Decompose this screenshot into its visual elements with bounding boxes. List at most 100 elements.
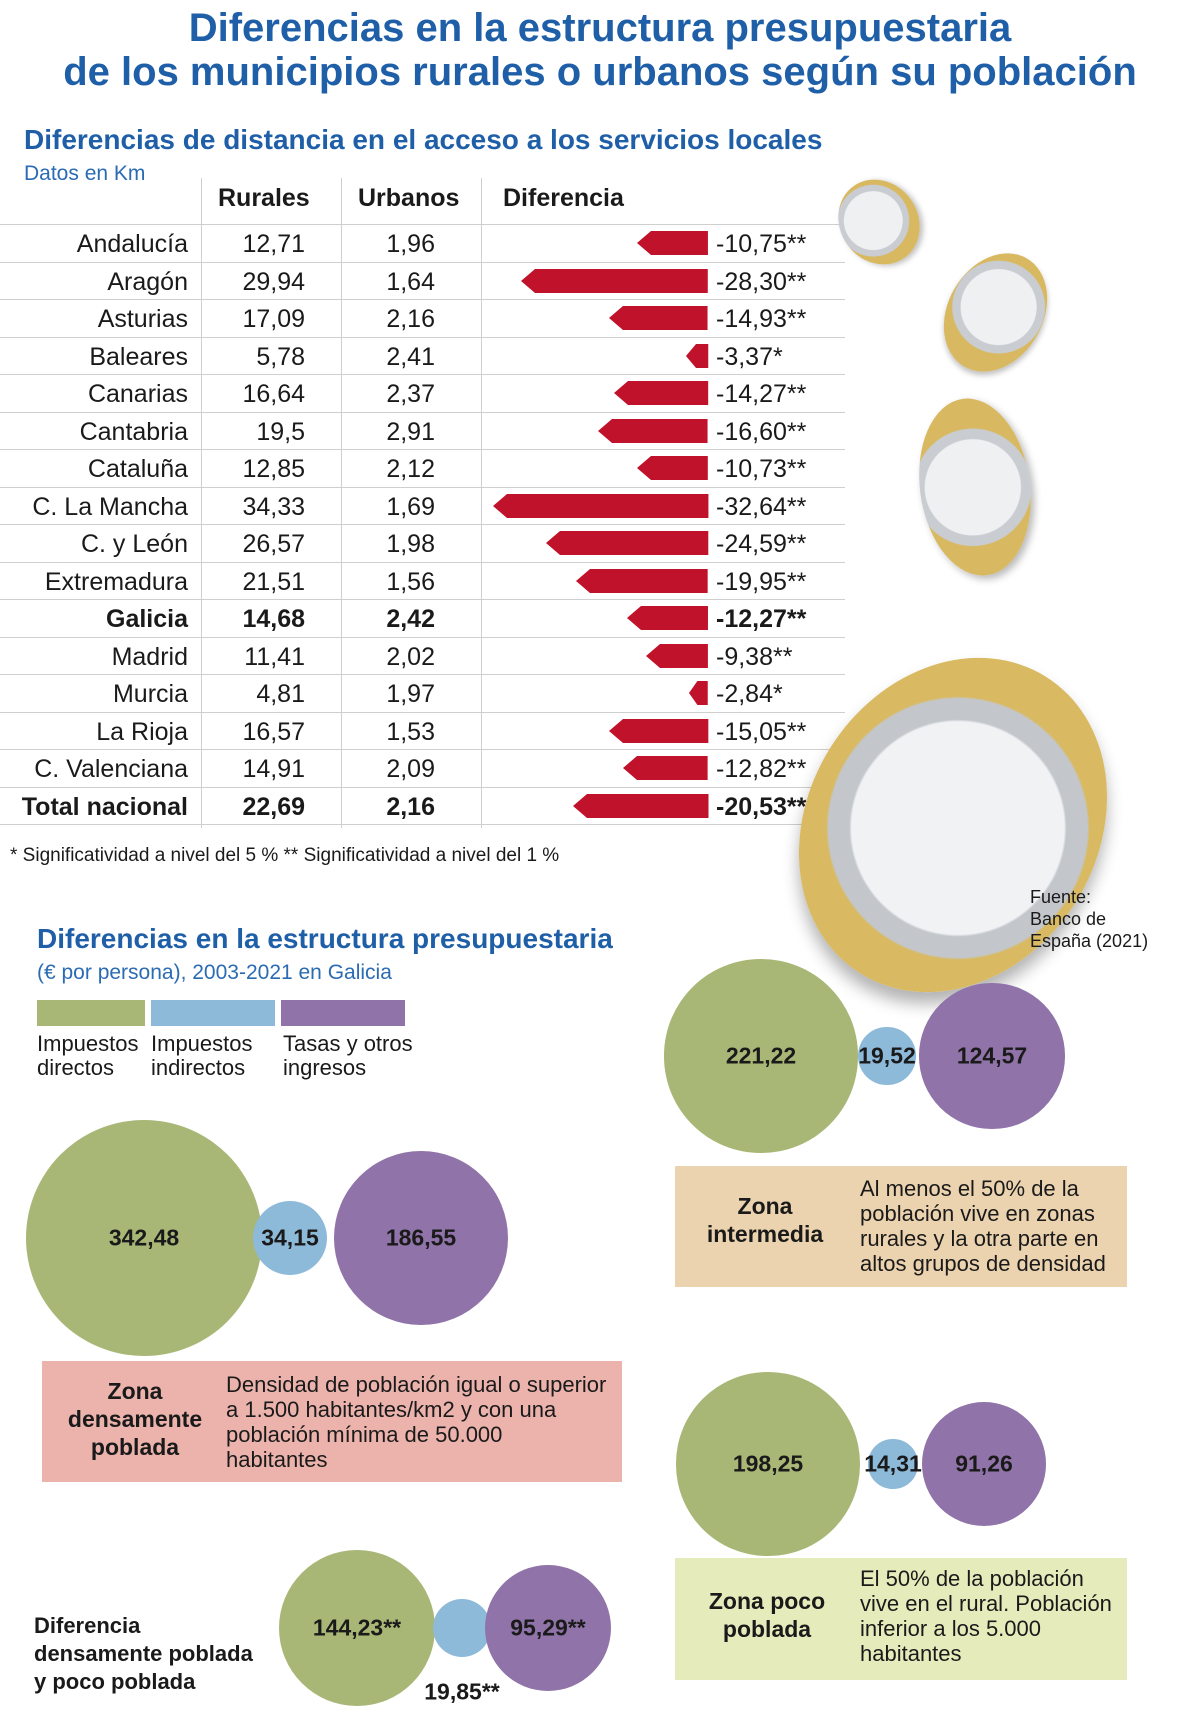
zone-densa-box	[42, 1361, 622, 1482]
zone-intermedia-desc: Al menos el 50% de la población vive en …	[860, 1176, 1106, 1276]
table-row: C. La Mancha 34,33 1,69 -32,64**	[0, 487, 845, 524]
rurales-value: 16,64	[242, 380, 305, 408]
table-row: Cantabria 19,5 2,91 -16,60**	[0, 412, 845, 449]
bubble-impuestos-directos	[278, 1549, 436, 1707]
diferencia-bar-shape	[521, 268, 708, 293]
rurales-value: 16,57	[242, 717, 305, 746]
region-label: C. Valenciana	[34, 755, 188, 783]
region-label: Asturias	[97, 305, 188, 333]
coin-icon	[923, 234, 1068, 391]
bubble-impuestos-indirectos	[252, 1200, 328, 1276]
table-rule	[0, 449, 845, 450]
section2-title: Diferencias en la estructura presupuesta…	[37, 923, 613, 954]
rurales-value: 5,78	[256, 342, 305, 371]
diferencia-bar-shape	[492, 493, 708, 518]
table-row: Andalucía 12,71 1,96 -10,75**	[0, 224, 845, 261]
rurales-value: 11,41	[244, 642, 305, 671]
diferencia-bar	[646, 643, 708, 668]
table-rule	[0, 561, 845, 563]
urbanos-value: 2,12	[386, 455, 435, 483]
urbanos-value: 2,42	[386, 605, 435, 633]
zone-intermedia-box	[675, 1166, 1127, 1287]
diferencia-bar-shape	[646, 643, 708, 668]
table-row: Cataluña 12,85 2,12 -10,73**	[0, 449, 845, 486]
bubble-value-label: 95,29**	[510, 1614, 586, 1641]
diferencia-bar-shape	[637, 456, 708, 480]
bubble-tasas	[921, 1401, 1047, 1527]
bubble-value-label: 19,85**	[424, 1678, 500, 1705]
region-label: Madrid	[111, 642, 188, 671]
rurales-value: 34,33	[242, 492, 305, 521]
table-rule	[0, 786, 845, 788]
urbanos-value: 2,91	[386, 417, 435, 446]
bubble-impuestos-directos	[664, 959, 858, 1153]
table-rule	[0, 636, 845, 638]
urbanos-value: 2,41	[386, 342, 435, 371]
section1-title: Diferencias de distancia en el acceso a …	[24, 124, 823, 155]
table-row: Baleares 5,78 2,41 -3,37*	[0, 337, 845, 374]
diferencia-bar-shape	[608, 718, 708, 743]
rurales-value: 14,68	[242, 605, 305, 633]
diferencia-bar	[689, 681, 708, 705]
diferencia-label: -12,82**	[716, 755, 807, 783]
diferencia-label: -14,27**	[716, 380, 807, 408]
bubble-value-label: 342,48	[108, 1224, 180, 1251]
table-divider	[341, 178, 342, 828]
table-row: Total nacional 22,69 2,16 -20,53**	[0, 787, 845, 824]
diferencia-label: -32,64**	[716, 492, 807, 521]
bubble-value-label: 186,55	[385, 1224, 457, 1251]
diferencia-bar-shape	[576, 568, 708, 593]
main-title-line2: de los municipios rurales o urbanos segú…	[63, 50, 1137, 94]
rurales-value: 4,81	[256, 680, 305, 708]
legend-swatch-impuestos-directos	[37, 1000, 145, 1026]
diferencia-bar	[521, 268, 708, 293]
zone-poco-box	[675, 1558, 1127, 1680]
table-row: Asturias 17,09 2,16 -14,93**	[0, 299, 845, 336]
diferencia-bar	[627, 606, 708, 630]
table-rule	[0, 336, 845, 338]
region-label: C. y León	[80, 530, 188, 558]
diferencia-bar-shape	[613, 381, 708, 405]
region-label: La Rioja	[96, 717, 188, 746]
zone-diferencia-label: Diferencia densamente poblada y poco pob…	[34, 1613, 253, 1694]
urbanos-value: 1,64	[386, 267, 435, 296]
bubble-impuestos-directos	[25, 1119, 263, 1357]
rurales-value: 12,71	[242, 230, 305, 258]
diferencia-bar	[637, 231, 708, 255]
region-label: Canarias	[87, 380, 188, 408]
diferencia-label: -15,05**	[716, 717, 807, 746]
table-row: Murcia 4,81 1,97 -2,84*	[0, 674, 845, 711]
diferencia-bar-shape	[627, 606, 708, 630]
bubble-impuestos-indirectos	[868, 1439, 918, 1489]
legend-swatch-tasas	[281, 1000, 405, 1026]
diferencia-label: -24,59**	[716, 530, 807, 558]
region-label: Baleares	[89, 342, 188, 371]
bubble-impuestos-directos	[676, 1372, 860, 1556]
diferencia-bar-shape	[572, 793, 708, 818]
diferencia-bar	[637, 456, 708, 480]
table-rule	[0, 411, 845, 413]
bubble-value-label: 124,57	[956, 1042, 1028, 1069]
diferencia-bar	[685, 343, 708, 368]
urbanos-value: 2,16	[386, 792, 435, 821]
table-rule	[0, 674, 845, 675]
region-label: Cataluña	[87, 455, 188, 483]
rurales-value: 14,91	[242, 755, 305, 783]
diferencia-label: -12,27**	[716, 605, 807, 633]
table-rule	[0, 824, 845, 825]
zone-poco-label: Zona poco poblada	[708, 1588, 826, 1642]
region-label: Murcia	[112, 680, 188, 708]
diferencia-label: -19,95**	[716, 567, 807, 596]
diferencia-bar	[576, 568, 708, 593]
rurales-value: 29,94	[242, 267, 305, 296]
urbanos-value: 1,53	[386, 717, 435, 746]
coin-icon	[908, 391, 1042, 583]
zone-densa-label: Zona densamente poblada	[67, 1378, 203, 1460]
diferencia-label: -14,93**	[716, 305, 807, 333]
diferencia-bar	[492, 493, 708, 518]
bubble-impuestos-indirectos	[433, 1599, 491, 1657]
zone-intermedia-label: Zona intermedia	[706, 1193, 824, 1247]
bubble-value-label: 144,23**	[312, 1614, 402, 1641]
diferencia-label: -2,84*	[716, 680, 783, 708]
rurales-value: 22,69	[242, 792, 305, 821]
